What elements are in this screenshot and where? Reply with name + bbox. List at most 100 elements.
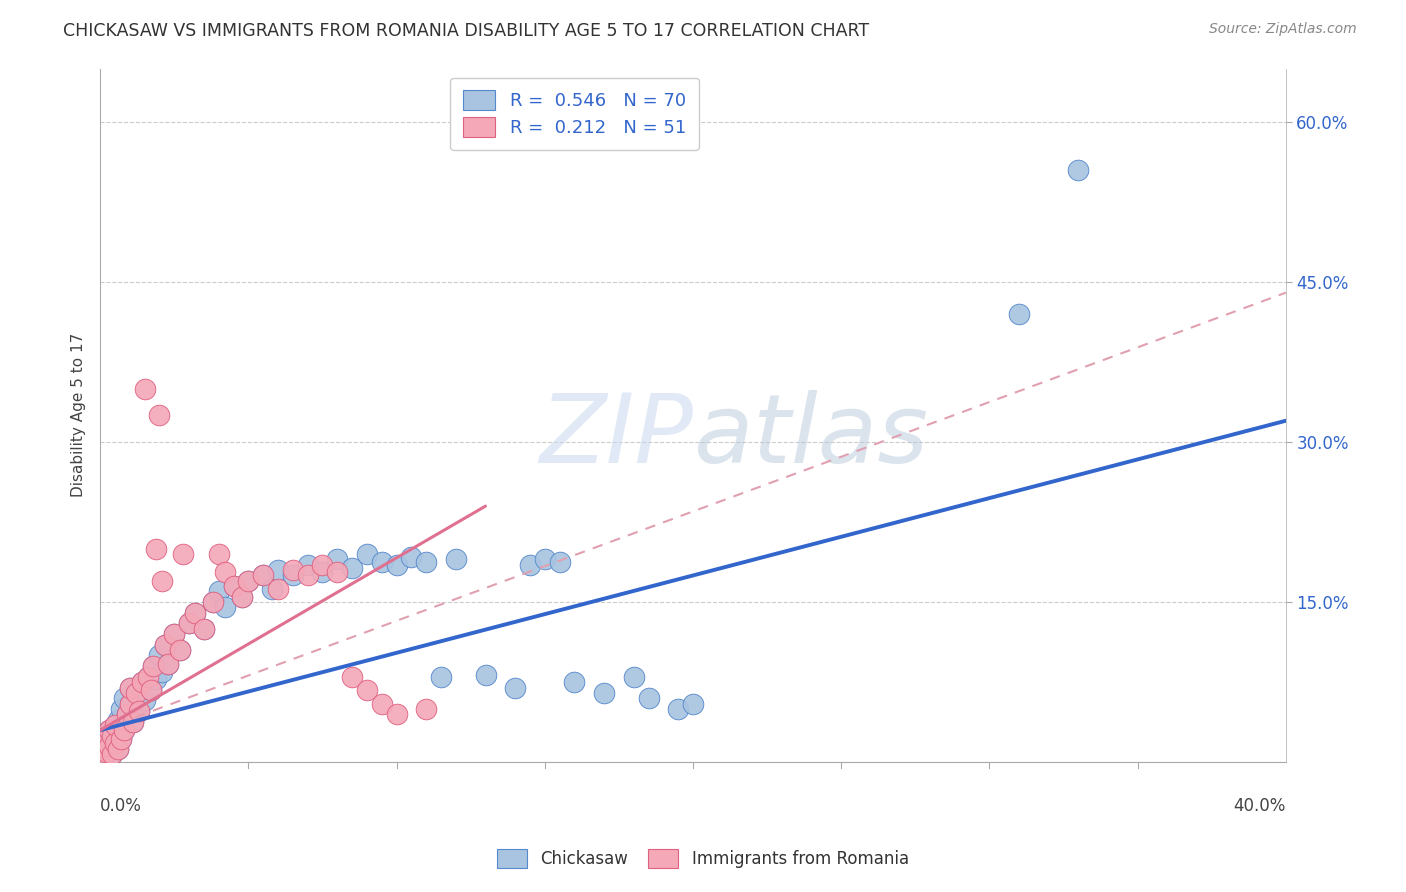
Point: [150, 574, 173, 588]
Point: [107, 742, 129, 756]
Point: [184, 606, 207, 620]
Point: [340, 561, 363, 575]
Point: [98, 739, 121, 754]
Point: [131, 675, 153, 690]
Point: [193, 622, 215, 636]
Point: [91, 750, 114, 764]
Point: [281, 568, 304, 582]
Point: [101, 747, 124, 761]
Point: [548, 555, 571, 569]
Point: [214, 600, 236, 615]
Point: [115, 707, 138, 722]
Point: [121, 714, 143, 729]
Point: [107, 713, 129, 727]
Point: [104, 736, 127, 750]
Point: [139, 682, 162, 697]
Point: [145, 672, 167, 686]
Point: [101, 747, 124, 761]
Point: [401, 550, 423, 565]
Point: [371, 555, 394, 569]
Point: [139, 682, 162, 697]
Text: CHICKASAW VS IMMIGRANTS FROM ROMANIA DISABILITY AGE 5 TO 17 CORRELATION CHART: CHICKASAW VS IMMIGRANTS FROM ROMANIA DIS…: [63, 22, 869, 40]
Point: [118, 681, 141, 695]
Point: [94, 734, 117, 748]
Text: 40.0%: 40.0%: [1233, 797, 1286, 815]
Point: [252, 568, 274, 582]
Point: [110, 731, 132, 746]
Point: [155, 638, 177, 652]
Point: [107, 742, 129, 756]
Point: [231, 590, 253, 604]
Point: [112, 723, 135, 738]
Point: [136, 670, 159, 684]
Text: 0.0%: 0.0%: [100, 797, 142, 815]
Point: [98, 739, 121, 754]
Point: [666, 702, 689, 716]
Point: [637, 691, 659, 706]
Point: [262, 582, 284, 597]
Point: [415, 702, 437, 716]
Point: [281, 563, 304, 577]
Point: [252, 568, 274, 582]
Point: [430, 670, 453, 684]
Point: [142, 659, 165, 673]
Text: atlas: atlas: [693, 390, 928, 483]
Point: [118, 681, 141, 695]
Point: [94, 745, 117, 759]
Point: [136, 670, 159, 684]
Point: [208, 547, 231, 561]
Point: [474, 667, 496, 681]
Point: [311, 558, 333, 572]
Point: [150, 665, 173, 679]
Point: [101, 729, 124, 743]
Point: [444, 552, 467, 566]
Point: [94, 745, 117, 759]
Point: [208, 584, 231, 599]
Point: [385, 707, 408, 722]
Point: [169, 643, 191, 657]
Legend: R =  0.546   N = 70, R =  0.212   N = 51: R = 0.546 N = 70, R = 0.212 N = 51: [450, 78, 699, 150]
Point: [238, 574, 260, 588]
Point: [145, 541, 167, 556]
Point: [356, 682, 378, 697]
Point: [98, 723, 121, 738]
Point: [112, 723, 135, 738]
Point: [125, 686, 148, 700]
Legend: Chickasaw, Immigrants from Romania: Chickasaw, Immigrants from Romania: [491, 843, 915, 875]
Point: [110, 731, 132, 746]
Point: [148, 648, 170, 663]
Point: [623, 670, 645, 684]
Point: [267, 563, 290, 577]
Point: [169, 643, 191, 657]
Point: [533, 552, 555, 566]
Text: Source: ZipAtlas.com: Source: ZipAtlas.com: [1209, 22, 1357, 37]
Point: [222, 579, 245, 593]
Point: [155, 638, 177, 652]
Point: [297, 558, 319, 572]
Point: [91, 750, 114, 764]
Point: [231, 590, 253, 604]
Point: [115, 707, 138, 722]
Point: [110, 702, 132, 716]
Point: [385, 558, 408, 572]
Point: [118, 697, 141, 711]
Point: [128, 704, 150, 718]
Point: [104, 718, 127, 732]
Point: [125, 686, 148, 700]
Point: [1067, 162, 1090, 177]
Point: [564, 675, 586, 690]
Point: [1008, 307, 1031, 321]
Point: [519, 558, 541, 572]
Point: [157, 657, 180, 671]
Point: [163, 627, 186, 641]
Point: [94, 734, 117, 748]
Point: [157, 657, 180, 671]
Point: [311, 566, 333, 580]
Point: [131, 675, 153, 690]
Y-axis label: Disability Age 5 to 17: Disability Age 5 to 17: [72, 334, 86, 498]
Point: [98, 723, 121, 738]
Point: [340, 670, 363, 684]
Point: [177, 616, 200, 631]
Point: [148, 409, 170, 423]
Point: [172, 547, 194, 561]
